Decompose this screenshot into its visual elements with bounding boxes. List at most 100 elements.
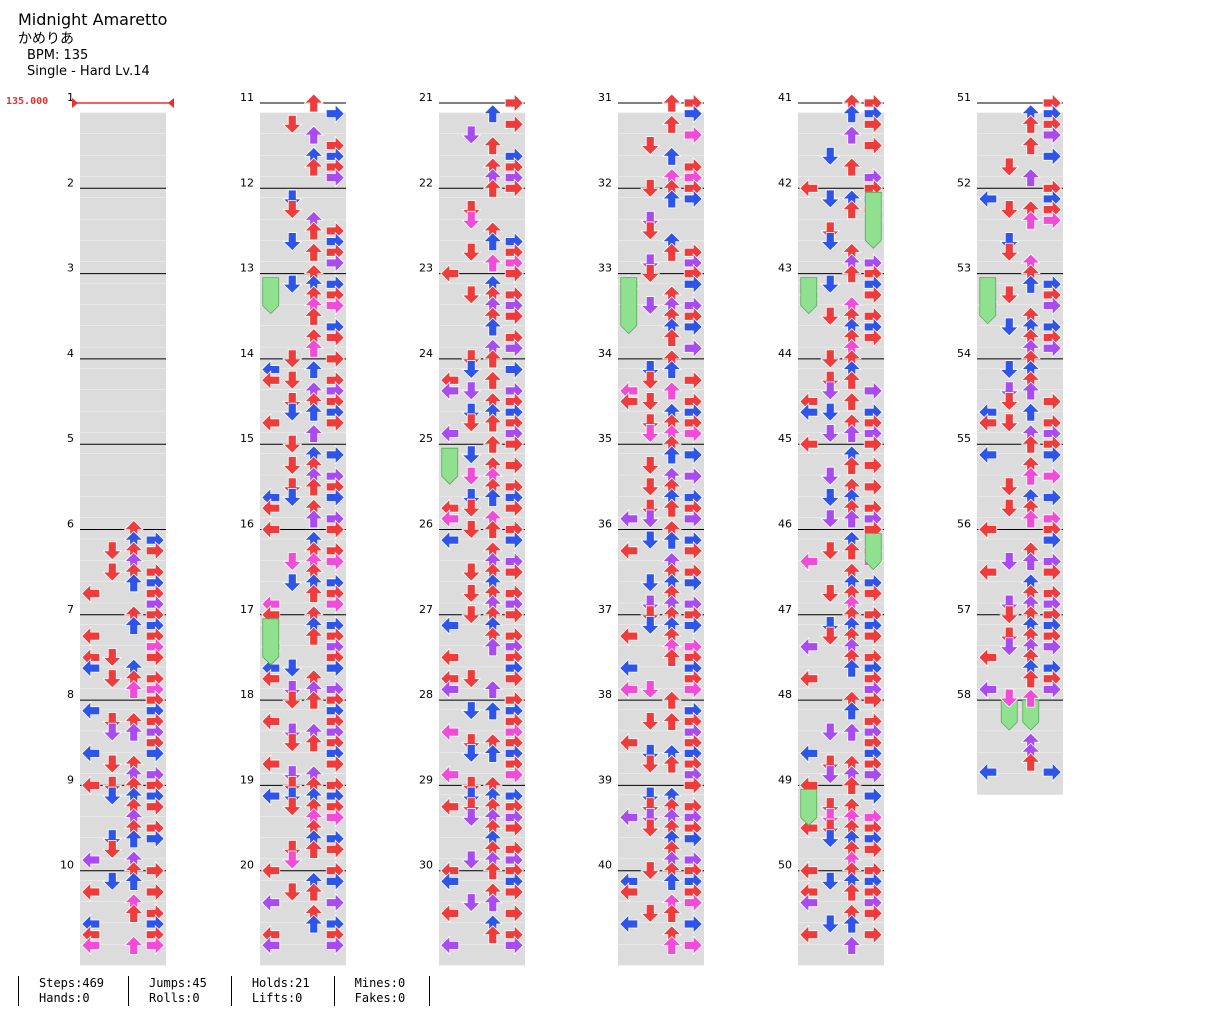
arrow-down-icon: [640, 605, 661, 625]
beat-band: [439, 240, 525, 262]
beat-band: [798, 261, 884, 283]
beat-band: [260, 581, 346, 603]
beat-band: [618, 880, 704, 902]
beat-band: [260, 709, 346, 731]
measure-number: 53: [957, 262, 971, 275]
arrow-down-icon: [999, 157, 1020, 177]
beat-band: [260, 453, 346, 475]
arrow-left-icon: [81, 658, 101, 679]
arrow-left-icon: [81, 743, 101, 764]
beat-band: [618, 539, 704, 561]
arrow-down-icon: [820, 818, 841, 838]
arrow-right-icon: [683, 615, 703, 636]
arrow-down-icon: [820, 754, 841, 774]
arrow-right-icon: [1042, 530, 1062, 551]
arrow-left-icon: [978, 188, 998, 209]
arrow-down-icon: [999, 242, 1020, 262]
beat-band: [80, 347, 166, 369]
arrow-up-icon: [661, 242, 682, 262]
arrow-right-icon: [325, 444, 345, 465]
beat-band: [439, 645, 525, 667]
beat-band: [798, 816, 884, 838]
beat-band: [80, 901, 166, 923]
arrow-up-icon: [482, 136, 503, 156]
beat-band: [439, 261, 525, 283]
beat-band: [618, 411, 704, 433]
measure-53: 53: [957, 262, 1063, 369]
beat-band: [618, 688, 704, 710]
beat-band: [260, 667, 346, 689]
beat-band: [80, 667, 166, 689]
beat-band: [80, 581, 166, 603]
measure-number: 5: [67, 432, 74, 445]
arrow-down-icon: [282, 477, 303, 497]
measure-41: 41: [778, 91, 884, 198]
beat-band: [977, 581, 1063, 603]
arrow-right-icon: [863, 924, 883, 945]
arrow-up-icon: [482, 178, 503, 198]
arrow-right-icon: [863, 626, 883, 647]
measure-number: 4: [67, 347, 74, 360]
arrow-down-icon: [102, 871, 123, 891]
stats-col-2: Jumps:45 Rolls:0: [128, 976, 231, 1006]
beat-band: [618, 176, 704, 198]
arrow-down-icon: [282, 392, 303, 412]
arrow-up-icon: [841, 200, 862, 220]
arrow-right-icon: [1042, 679, 1062, 700]
arrow-down-icon: [282, 200, 303, 220]
arrow-right-icon: [504, 306, 524, 327]
arrow-down-icon: [820, 584, 841, 604]
arrow-right-icon: [683, 444, 703, 465]
beat-band: [80, 539, 166, 561]
arrow-left-icon: [440, 380, 460, 401]
arrow-up-icon: [303, 509, 324, 529]
arrow-right-icon: [145, 647, 165, 668]
beat-band: [618, 859, 704, 881]
arrow-down-icon: [282, 690, 303, 710]
arrow-down-icon: [640, 861, 661, 881]
arrow-up-icon: [303, 221, 324, 241]
measure-1: 1: [67, 91, 166, 198]
arrow-down-icon: [820, 829, 841, 849]
beat-band: [80, 133, 166, 155]
arrow-right-icon: [1042, 762, 1062, 783]
arrow-up-icon: [661, 498, 682, 518]
arrow-down-icon: [282, 349, 303, 369]
song-header: Midnight Amaretto かめりあ BPM: 135 Single -…: [18, 10, 167, 80]
beat-band: [618, 283, 704, 305]
arrow-left-icon: [440, 530, 460, 551]
beat-band: [80, 197, 166, 219]
arrow-right-icon: [145, 743, 165, 764]
beat-band: [80, 688, 166, 710]
arrow-left-icon: [261, 412, 281, 433]
beat-band: [439, 667, 525, 689]
arrow-up-icon: [1020, 168, 1041, 188]
measure-number: 12: [240, 176, 254, 189]
beat-band: [977, 517, 1063, 539]
measure-32: 32: [598, 176, 704, 283]
arrow-down-icon: [640, 530, 661, 550]
arrow-up-icon: [303, 914, 324, 934]
arrow-right-icon: [145, 796, 165, 817]
arrow-right-icon: [145, 882, 165, 902]
measure-number: 54: [957, 347, 971, 360]
arrow-left-icon: [799, 892, 819, 913]
beat-band: [618, 560, 704, 582]
beat-band: [260, 923, 346, 945]
arrow-down-icon: [820, 616, 841, 636]
measure-number: 56: [957, 518, 971, 531]
measure-52: 52: [957, 176, 1063, 283]
beat-band: [80, 773, 166, 795]
arrow-up-icon: [303, 306, 324, 326]
measure-56: 56: [957, 518, 1063, 625]
arrow-down-icon: [640, 797, 661, 817]
beat-band: [260, 432, 346, 454]
arrow-down-icon: [820, 807, 841, 827]
arrow-right-icon: [683, 679, 703, 700]
arrow-right-icon: [1042, 295, 1062, 316]
arrow-up-icon: [1020, 669, 1041, 689]
arrow-down-icon: [282, 733, 303, 753]
arrow-right-icon: [145, 540, 165, 561]
beat-band: [798, 496, 884, 518]
beat-band: [977, 475, 1063, 497]
